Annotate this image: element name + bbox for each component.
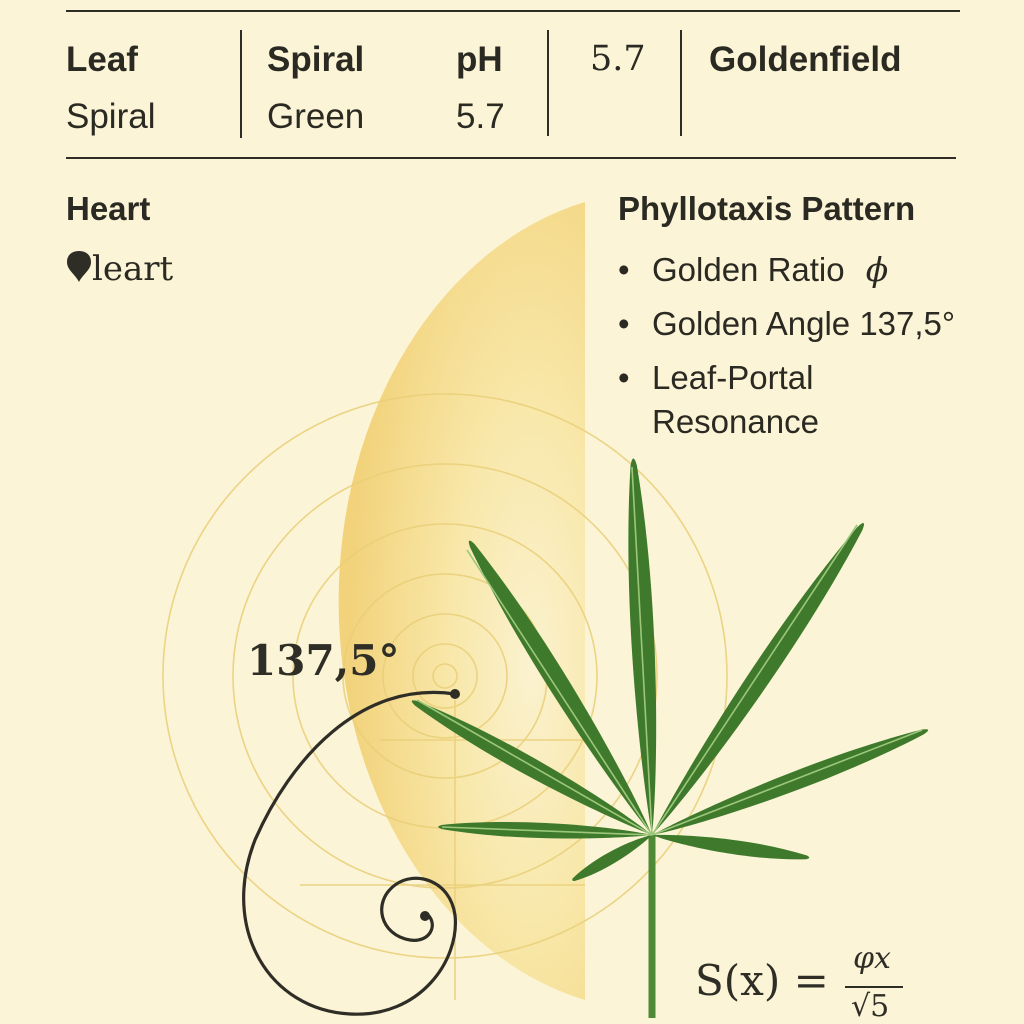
header-bottom-rule [66,157,956,159]
header-goldenfield-label: Goldenfield [709,42,902,77]
header-leaf-label: Leaf [66,42,138,77]
golden-ratio-text: Golden Ratio [652,251,845,288]
header-value: 5.7 [590,42,646,77]
list-item: • Leaf-Portal Resonance [618,356,912,444]
list-item: • Golden Ratio ϕ [618,248,955,292]
angle-label: 137,5° [247,640,400,682]
header-divider [680,30,682,136]
header-leaf-value: Spiral [66,99,155,134]
top-rule [66,10,960,12]
formula-denominator: √5 [851,992,889,1022]
phi-symbol: ϕ [866,250,889,289]
golden-angle-text: Golden Angle 137,5° [652,305,955,342]
header-spiral-value: Green [267,99,364,134]
fraction-bar [845,986,903,988]
leaf-portal-text: Leaf-Portal Resonance [652,359,819,440]
formula-lhs: S(x) = [695,960,829,1002]
heart-subtitle: leart [66,250,173,286]
header-ph-label: pH [456,42,503,77]
phyllotaxis-title: Phyllotaxis Pattern [618,192,915,225]
heart-subtitle-text: leart [92,249,173,289]
header-divider [240,30,242,138]
header-ph-value: 5.7 [456,99,505,134]
heart-title: Heart [66,192,150,225]
formula-numerator: φx [853,944,891,974]
header-divider [547,30,549,136]
header-spiral-label: Spiral [267,42,364,77]
phyllotaxis-list: • Golden Ratio ϕ • Golden Angle 137,5° •… [618,248,955,454]
heart-icon [66,250,92,284]
list-item: • Golden Angle 137,5° [618,302,955,346]
